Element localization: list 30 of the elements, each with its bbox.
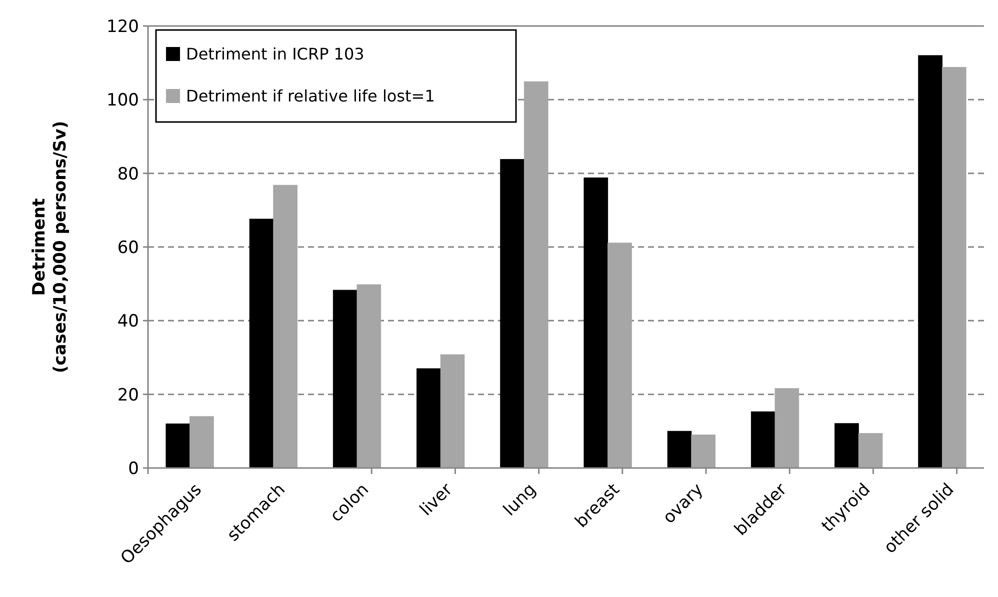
bar [332,290,358,468]
legend-label: Detriment in ICRP 103 [186,44,364,64]
bar [858,433,883,468]
bar [249,218,274,468]
bar [608,242,632,468]
bar [918,55,942,468]
legend-label: Detriment if relative life lost=1 [186,86,435,106]
y-tick-label: 40 [117,312,139,332]
bar [500,159,524,468]
bar [774,388,800,468]
y-tick-label: 20 [117,385,139,406]
bar [440,354,465,468]
bar [584,178,608,468]
bar [273,184,298,468]
bar [750,411,776,468]
y-tick-label: 100 [106,90,139,111]
y-axis-title: Detriment (cases/10,000 persons/Sv) [29,120,71,374]
bar [834,423,859,468]
y-tick-label: 80 [117,164,139,184]
bar [190,416,214,468]
bar [356,284,382,468]
bar [524,81,548,468]
bar [942,67,966,468]
bar [691,434,716,468]
y-tick-label: 0 [128,458,139,479]
bar [166,424,190,468]
y-tick-label: 60 [117,238,139,258]
bar [416,368,441,468]
y-tick-label: 120 [106,16,139,37]
bar [667,430,692,468]
